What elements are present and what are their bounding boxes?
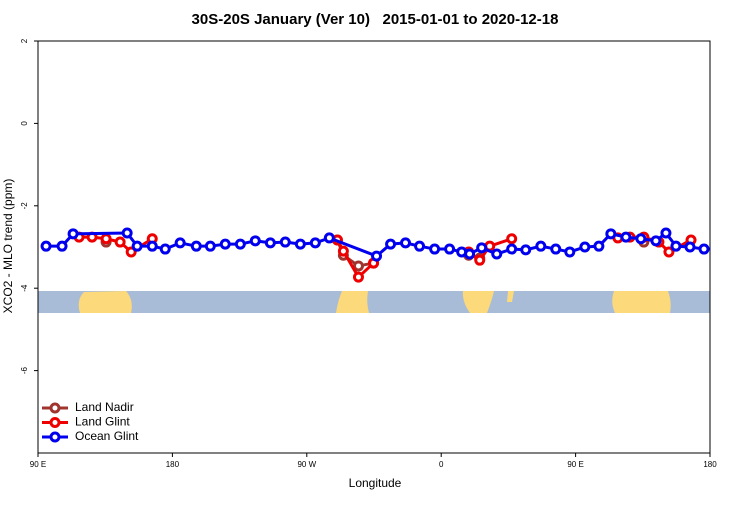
legend-marker bbox=[49, 417, 61, 428]
data-point bbox=[294, 238, 306, 250]
data-point bbox=[663, 246, 675, 258]
data-point bbox=[635, 233, 647, 245]
data-point bbox=[40, 240, 52, 252]
x-tick-label: 180 bbox=[166, 460, 180, 469]
data-point bbox=[234, 238, 246, 250]
y-tick-label: 2 bbox=[20, 38, 29, 43]
data-point bbox=[605, 228, 617, 240]
data-point bbox=[337, 245, 349, 257]
x-axis-label: Longitude bbox=[349, 476, 402, 490]
data-point bbox=[174, 237, 186, 249]
data-point bbox=[444, 243, 456, 255]
data-point bbox=[146, 240, 158, 252]
data-point bbox=[114, 236, 126, 248]
data-point bbox=[56, 240, 68, 252]
data-point bbox=[650, 235, 662, 247]
data-point bbox=[249, 235, 261, 247]
chart-title: 30S-20S January (Ver 10) 2015-01-01 to 2… bbox=[192, 11, 559, 28]
data-point bbox=[121, 227, 133, 239]
data-point bbox=[190, 240, 202, 252]
legend-label: Ocean Glint bbox=[75, 429, 139, 443]
series-line bbox=[79, 235, 692, 280]
data-point bbox=[264, 237, 276, 249]
data-point bbox=[476, 242, 488, 254]
x-tick-label: 90 E bbox=[30, 460, 46, 469]
y-tick-label: -4 bbox=[20, 284, 29, 292]
data-point bbox=[429, 243, 441, 255]
data-point bbox=[464, 248, 476, 260]
data-point bbox=[593, 240, 605, 252]
data-point bbox=[520, 244, 532, 256]
x-tick-label: 90 W bbox=[297, 460, 316, 469]
data-point bbox=[371, 250, 383, 262]
data-point bbox=[100, 233, 112, 245]
data-point bbox=[660, 227, 672, 239]
legend-label: Land Glint bbox=[75, 415, 130, 429]
y-tick-label: -6 bbox=[20, 366, 29, 374]
legend-marker bbox=[49, 431, 61, 443]
data-point bbox=[204, 240, 216, 252]
data-point bbox=[400, 237, 412, 249]
data-point bbox=[131, 240, 143, 252]
data-point bbox=[159, 243, 171, 255]
data-point bbox=[564, 246, 576, 258]
x-tick-label: 90 E bbox=[567, 460, 583, 469]
data-point bbox=[506, 233, 518, 245]
land-strip bbox=[38, 291, 710, 313]
data-point bbox=[491, 248, 503, 260]
data-point bbox=[474, 254, 486, 266]
data-point bbox=[535, 240, 547, 252]
data-point bbox=[219, 238, 231, 250]
y-tick-label: 0 bbox=[20, 121, 29, 126]
data-point bbox=[684, 241, 696, 253]
data-point bbox=[352, 271, 364, 283]
y-axis-label: XCO2 - MLO trend (ppm) bbox=[1, 179, 15, 314]
data-point bbox=[550, 243, 562, 255]
data-point bbox=[670, 240, 682, 252]
data-point bbox=[279, 236, 291, 248]
data-point bbox=[579, 241, 591, 253]
data-point bbox=[414, 240, 426, 252]
plot-frame bbox=[37, 40, 711, 454]
legend-label: Land Nadir bbox=[75, 400, 134, 414]
x-tick-label: 180 bbox=[703, 460, 717, 469]
data-point bbox=[506, 243, 518, 255]
data-point bbox=[309, 237, 321, 249]
data-point bbox=[323, 232, 335, 244]
y-tick-label: -2 bbox=[20, 202, 29, 210]
data-point bbox=[620, 231, 632, 243]
data-point bbox=[67, 228, 79, 240]
legend-marker bbox=[49, 402, 61, 414]
x-tick-label: 0 bbox=[439, 460, 444, 469]
data-point bbox=[385, 238, 397, 250]
data-point bbox=[352, 260, 364, 272]
data-point bbox=[698, 243, 710, 255]
